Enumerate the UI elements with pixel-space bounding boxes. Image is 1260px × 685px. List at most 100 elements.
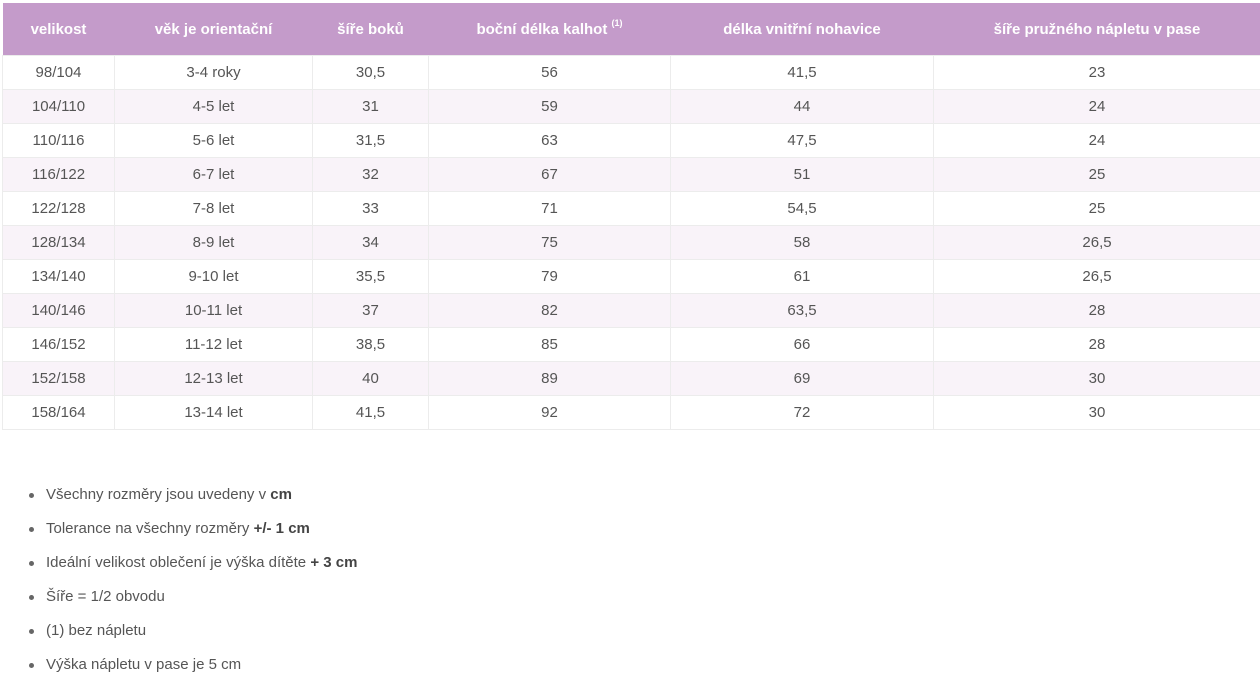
header-waistband-width: šíře pružného ná­pletu v pase: [993, 20, 1201, 38]
hip-width-cell: 31: [312, 89, 429, 124]
waistband-cell: 28: [933, 327, 1260, 362]
waistband-cell: 23: [933, 55, 1260, 90]
size-cell: 140/146: [2, 293, 115, 328]
bullet-icon: [29, 561, 34, 566]
note-item: Výška nápletu v pase je 5 cm: [26, 648, 357, 682]
table-row: 134/140 9-10 let 35,5 79 61 26,5: [2, 259, 1260, 294]
header-side-length: boční délka kalhot (1): [476, 18, 623, 38]
age-cell: 11-12 let: [114, 327, 313, 362]
inseam-cell: 44: [670, 89, 934, 124]
size-cell: 110/116: [2, 123, 115, 158]
hip-width-cell: 41,5: [312, 395, 429, 430]
inseam-cell: 69: [670, 361, 934, 396]
bullet-icon: [29, 493, 34, 498]
hip-width-cell: 40: [312, 361, 429, 396]
size-table: velikost věk je orientační šíře boků boč…: [2, 3, 1260, 430]
age-cell: 5-6 let: [114, 123, 313, 158]
size-cell: 146/152: [2, 327, 115, 362]
age-cell: 8-9 let: [114, 225, 313, 260]
note-item: Ideální velikost oblečení je výška dítět…: [26, 546, 357, 580]
size-cell: 98/104: [2, 55, 115, 90]
table-row: 110/116 5-6 let 31,5 63 47,5 24: [2, 123, 1260, 158]
side-length-cell: 82: [428, 293, 671, 328]
side-length-cell: 56: [428, 55, 671, 90]
waistband-cell: 26,5: [933, 225, 1260, 260]
waistband-cell: 24: [933, 123, 1260, 158]
hip-width-cell: 33: [312, 191, 429, 226]
size-cell: 104/110: [2, 89, 115, 124]
age-cell: 10-11 let: [114, 293, 313, 328]
note-emphasis: + 3 cm: [310, 554, 358, 571]
inseam-cell: 54,5: [670, 191, 934, 226]
inseam-cell: 47,5: [670, 123, 934, 158]
size-cell: 116/122: [2, 157, 115, 192]
note-emphasis: +/- 1 cm: [253, 520, 310, 537]
side-length-cell: 79: [428, 259, 671, 294]
side-length-cell: 89: [428, 361, 671, 396]
side-length-cell: 75: [428, 225, 671, 260]
age-cell: 4-5 let: [114, 89, 313, 124]
hip-width-cell: 30,5: [312, 55, 429, 90]
side-length-cell: 67: [428, 157, 671, 192]
inseam-cell: 72: [670, 395, 934, 430]
size-cell: 158/164: [2, 395, 115, 430]
table-row: 98/104 3-4 roky 30,5 56 41,5 23: [2, 55, 1260, 90]
age-cell: 13-14 let: [114, 395, 313, 430]
bullet-icon: [29, 595, 34, 600]
header-size: velikost: [30, 20, 87, 38]
waistband-cell: 24: [933, 89, 1260, 124]
header-age: věk je orientační: [154, 20, 273, 38]
hip-width-cell: 35,5: [312, 259, 429, 294]
bullet-icon: [29, 663, 34, 668]
age-cell: 6-7 let: [114, 157, 313, 192]
inseam-cell: 51: [670, 157, 934, 192]
note-item: Šíře = 1/2 obvodu: [26, 580, 357, 614]
table-row: 152/158 12-13 let 40 89 69 30: [2, 361, 1260, 396]
bullet-icon: [29, 527, 34, 532]
note-emphasis: cm: [270, 486, 292, 503]
inseam-cell: 58: [670, 225, 934, 260]
age-cell: 9-10 let: [114, 259, 313, 294]
note-text: Tolerance na všechny rozměry: [46, 520, 254, 537]
table-row: 158/164 13-14 let 41,5 92 72 30: [2, 395, 1260, 430]
hip-width-cell: 37: [312, 293, 429, 328]
waistband-cell: 28: [933, 293, 1260, 328]
note-text: Všechny rozměry jsou uvedeny v: [46, 486, 271, 503]
side-length-cell: 85: [428, 327, 671, 362]
note-text: Šíře = 1/2 obvodu: [46, 588, 165, 605]
notes-list: Všechny rozměry jsou uvedeny v cm Toleran…: [26, 478, 357, 682]
size-cell: 122/128: [2, 191, 115, 226]
footnote-marker: (1): [611, 18, 623, 28]
header-hip-width: šíře boků: [337, 20, 404, 38]
note-item: Tolerance na všechny rozměry +/- 1 cm: [26, 512, 357, 546]
header-inseam: délka vnitřní nohavice: [723, 20, 881, 38]
inseam-cell: 66: [670, 327, 934, 362]
side-length-cell: 71: [428, 191, 671, 226]
note-item: Všechny rozměry jsou uvedeny v cm: [26, 478, 357, 512]
bullet-icon: [29, 629, 34, 634]
age-cell: 7-8 let: [114, 191, 313, 226]
side-length-cell: 59: [428, 89, 671, 124]
table-row: 146/152 11-12 let 38,5 85 66 28: [2, 327, 1260, 362]
hip-width-cell: 34: [312, 225, 429, 260]
hip-width-cell: 32: [312, 157, 429, 192]
hip-width-cell: 38,5: [312, 327, 429, 362]
size-cell: 134/140: [2, 259, 115, 294]
table-row: 122/128 7-8 let 33 71 54,5 25: [2, 191, 1260, 226]
waistband-cell: 30: [933, 361, 1260, 396]
table-row: 116/122 6-7 let 32 67 51 25: [2, 157, 1260, 192]
waistband-cell: 26,5: [933, 259, 1260, 294]
note-text: Ideální velikost oblečení je výška dítět…: [46, 554, 311, 571]
table-row: 140/146 10-11 let 37 82 63,5 28: [2, 293, 1260, 328]
note-item: (1) bez nápletu: [26, 614, 357, 648]
waistband-cell: 25: [933, 191, 1260, 226]
table-body: 98/104 3-4 roky 30,5 56 41,5 23 104/110 4-5 let…: [2, 55, 1260, 430]
table-row: 128/134 8-9 let 34 75 58 26,5: [2, 225, 1260, 260]
size-cell: 128/134: [2, 225, 115, 260]
size-cell: 152/158: [2, 361, 115, 396]
note-text: (1) bez nápletu: [46, 622, 147, 639]
side-length-cell: 63: [428, 123, 671, 158]
inseam-cell: 41,5: [670, 55, 934, 90]
side-length-cell: 92: [428, 395, 671, 430]
age-cell: 3-4 roky: [114, 55, 313, 90]
